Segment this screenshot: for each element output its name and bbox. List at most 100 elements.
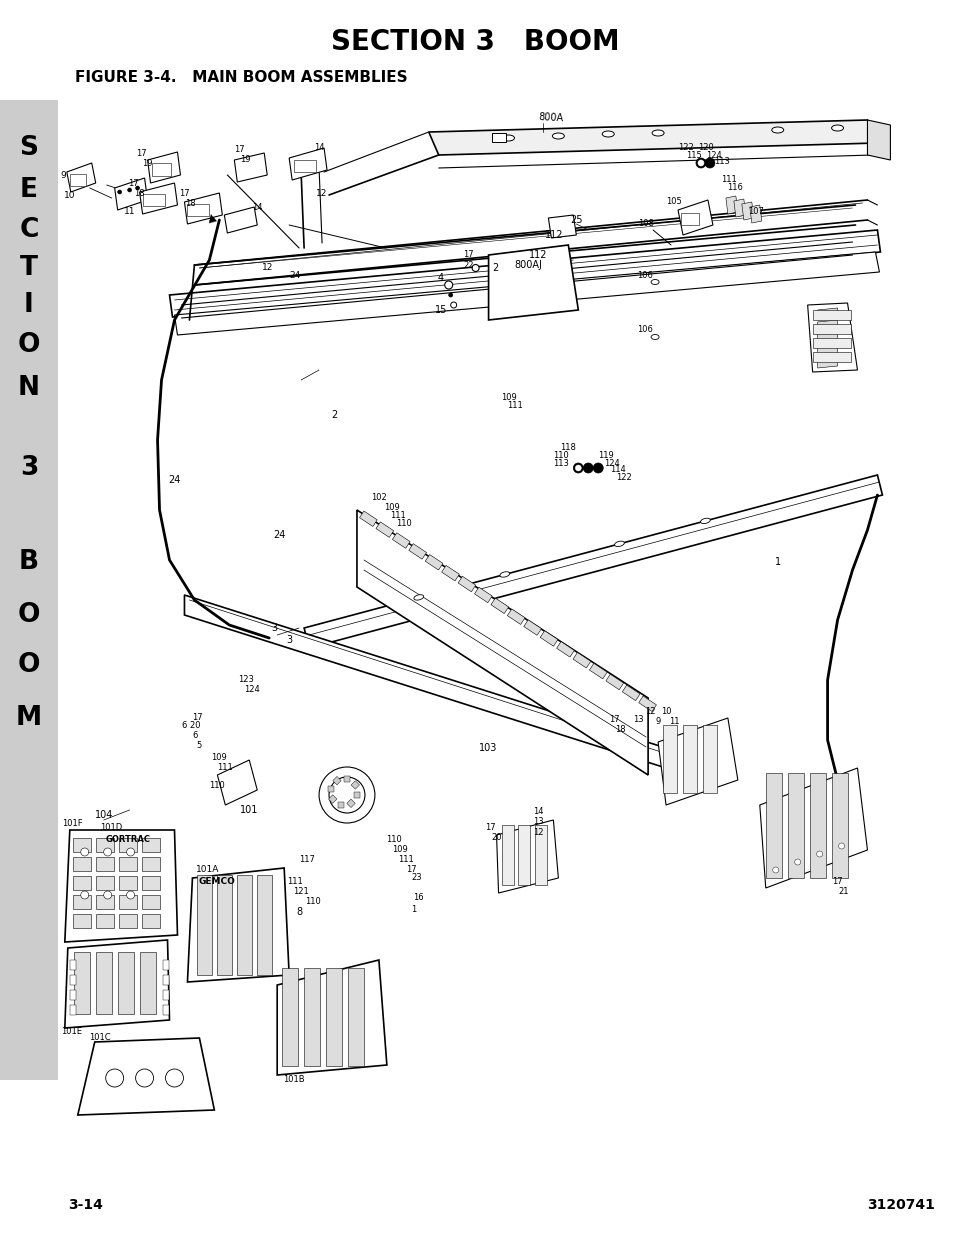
Text: 8: 8 [295,906,302,918]
Circle shape [318,767,375,823]
Polygon shape [817,356,837,368]
Text: 109: 109 [212,753,227,762]
Text: 18: 18 [615,725,625,735]
Bar [812,324,850,333]
Ellipse shape [614,541,623,547]
Polygon shape [217,760,257,805]
Polygon shape [65,830,177,942]
Text: I: I [24,291,33,317]
Text: 21: 21 [838,888,848,897]
Ellipse shape [700,519,710,524]
Polygon shape [234,153,267,182]
Circle shape [104,848,112,856]
Bar [337,802,344,808]
Text: 101A: 101A [195,866,219,874]
Bar [95,876,113,890]
Circle shape [81,890,89,899]
Bar [95,952,112,1014]
Text: 6 20: 6 20 [182,721,200,730]
Text: 109: 109 [392,846,407,855]
Bar [457,577,476,592]
Text: 109: 109 [500,394,516,403]
Polygon shape [139,183,177,214]
Bar [409,543,426,559]
Text: 17: 17 [831,878,842,887]
Circle shape [135,186,139,190]
Text: 112: 112 [529,249,547,261]
Text: 24: 24 [168,475,180,485]
Text: 6: 6 [193,731,198,741]
Text: 17
22: 17 22 [463,251,474,269]
Text: 106: 106 [637,270,653,279]
Text: 17: 17 [406,866,416,874]
Ellipse shape [552,133,564,140]
Bar [351,781,359,789]
Text: 9: 9 [60,170,66,179]
Text: 14
13
12: 14 13 12 [533,808,543,837]
Circle shape [794,860,800,864]
Bar [326,968,341,1066]
Text: 18: 18 [134,189,145,199]
Bar [72,857,91,871]
Bar [217,876,233,974]
Bar [304,968,319,1066]
Bar [573,652,590,668]
Polygon shape [866,120,889,161]
Bar [141,857,159,871]
Bar [142,194,164,206]
Bar [118,857,136,871]
Polygon shape [174,252,879,335]
Ellipse shape [771,127,783,133]
Bar [141,876,159,890]
Text: 17: 17 [136,148,147,158]
Bar [680,212,699,225]
Polygon shape [170,230,880,317]
Circle shape [593,463,602,473]
Bar [70,174,86,186]
Bar [139,952,155,1014]
Text: O: O [18,652,40,678]
Text: 123: 123 [238,676,253,684]
Bar [72,895,91,909]
Polygon shape [304,475,882,648]
Circle shape [575,466,580,471]
Text: 117: 117 [299,856,314,864]
Ellipse shape [650,279,659,284]
Text: 11: 11 [668,718,679,726]
Bar [354,792,359,798]
Text: 110: 110 [210,781,225,789]
Bar [197,876,213,974]
Polygon shape [184,193,222,224]
Text: 13: 13 [632,715,642,725]
Circle shape [106,1070,124,1087]
Bar [141,914,159,927]
Bar [95,914,113,927]
Text: 17: 17 [192,714,203,722]
Bar [539,631,558,646]
Text: 110: 110 [553,451,569,459]
Circle shape [582,463,593,473]
Bar [73,952,90,1014]
Text: B: B [19,550,39,576]
Bar [809,773,824,878]
Text: 1: 1 [774,557,780,567]
Text: O: O [18,332,40,358]
Text: 17: 17 [485,823,496,831]
Text: 111: 111 [506,401,522,410]
Bar [501,825,513,885]
Text: 24: 24 [289,270,300,279]
Text: 24: 24 [273,530,285,540]
Text: 101: 101 [240,805,258,815]
Bar [118,914,136,927]
Circle shape [329,777,365,813]
Text: 113: 113 [713,158,729,167]
Bar [812,352,850,362]
Bar [328,795,336,803]
Text: 109: 109 [383,504,399,513]
Bar [118,839,136,852]
Text: 23: 23 [411,873,421,883]
Text: 104: 104 [94,810,112,820]
Text: 1: 1 [411,905,416,914]
Text: GEMCO: GEMCO [199,878,235,887]
Bar [605,674,623,689]
